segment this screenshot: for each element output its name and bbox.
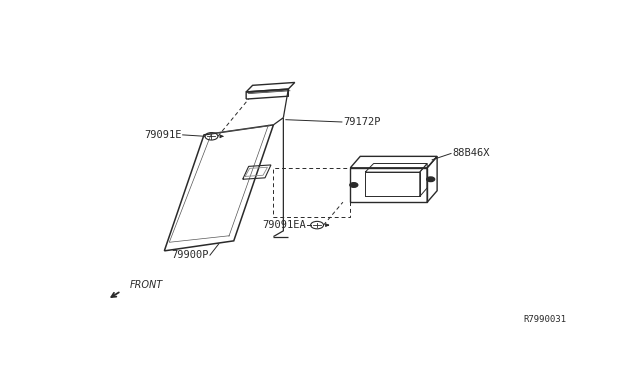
Text: 79172P: 79172P [343,117,380,127]
Text: R7990031: R7990031 [523,315,566,324]
Text: 79091E: 79091E [144,130,182,140]
Circle shape [427,177,435,182]
Text: 79900P: 79900P [172,250,209,260]
Text: 79091EA: 79091EA [262,220,306,230]
Text: FRONT: FRONT [129,279,163,289]
Text: 88B46X: 88B46X [452,148,490,158]
Circle shape [350,183,358,187]
